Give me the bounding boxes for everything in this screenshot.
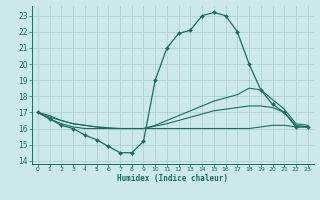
X-axis label: Humidex (Indice chaleur): Humidex (Indice chaleur) xyxy=(117,174,228,183)
